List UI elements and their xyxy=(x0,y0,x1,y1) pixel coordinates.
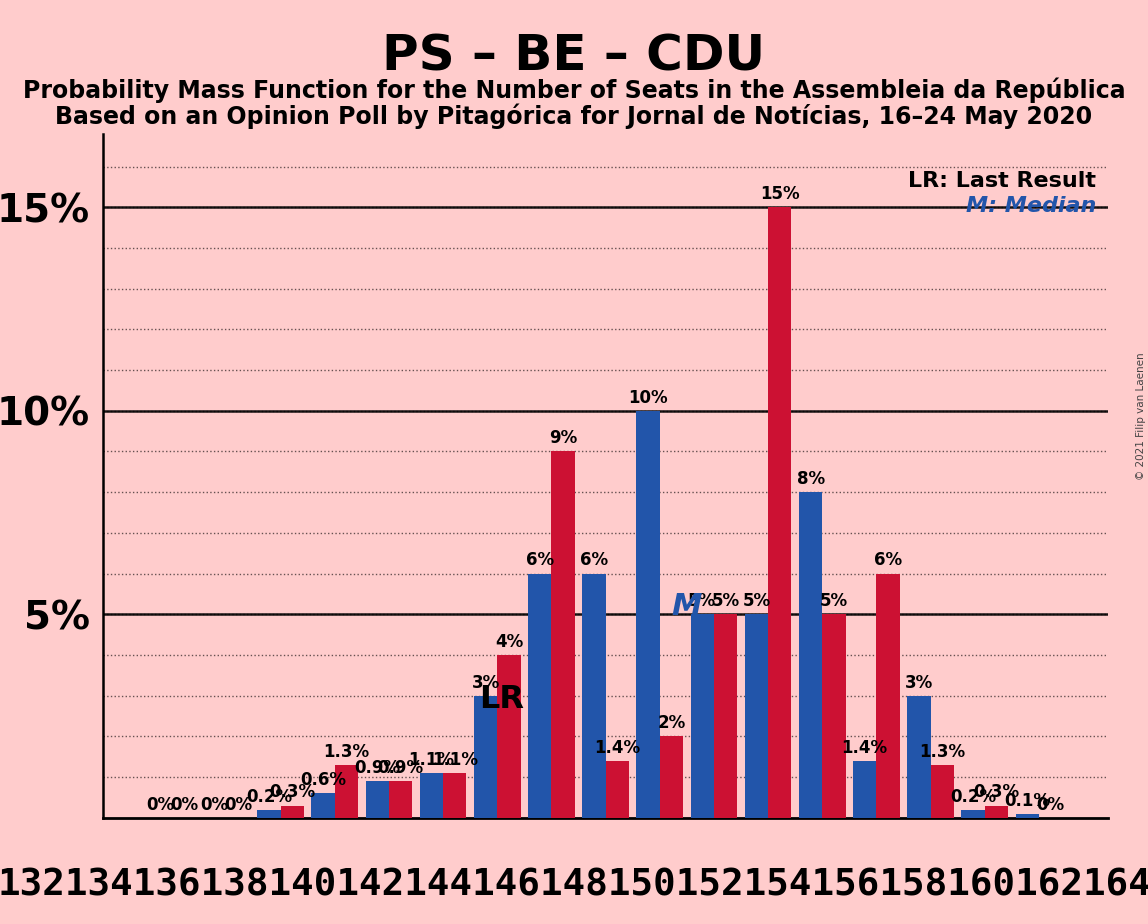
Text: 0%: 0% xyxy=(170,796,197,814)
Bar xyxy=(551,452,575,818)
Text: 15%: 15% xyxy=(760,185,799,203)
Bar xyxy=(280,806,304,818)
Text: 0.9%: 0.9% xyxy=(355,759,401,777)
Text: 3%: 3% xyxy=(905,674,933,691)
Text: 2%: 2% xyxy=(658,714,685,732)
Text: Based on an Opinion Poll by Pitagórica for Jornal de Notícias, 16–24 May 2020: Based on an Opinion Poll by Pitagórica f… xyxy=(55,103,1093,129)
Bar xyxy=(822,614,846,818)
Bar xyxy=(365,781,389,818)
Text: M: M xyxy=(672,591,701,621)
Text: 0%: 0% xyxy=(201,796,228,814)
Text: 1.3%: 1.3% xyxy=(920,743,965,760)
Bar xyxy=(660,736,683,818)
Bar xyxy=(931,765,954,818)
Bar xyxy=(853,760,876,818)
Text: 0.3%: 0.3% xyxy=(269,784,316,801)
Text: 1.3%: 1.3% xyxy=(324,743,370,760)
Text: 1.1%: 1.1% xyxy=(409,751,455,769)
Text: 8%: 8% xyxy=(797,470,824,488)
Text: 9%: 9% xyxy=(549,430,577,447)
Text: 3%: 3% xyxy=(472,674,499,691)
Bar xyxy=(497,655,520,818)
Text: 1.4%: 1.4% xyxy=(595,738,641,757)
Text: 6%: 6% xyxy=(874,552,902,569)
Bar xyxy=(745,614,768,818)
Bar xyxy=(528,574,551,818)
Text: 1.1%: 1.1% xyxy=(432,751,478,769)
Text: 5%: 5% xyxy=(743,592,770,610)
Text: 5%: 5% xyxy=(712,592,739,610)
Text: 5%: 5% xyxy=(820,592,848,610)
Text: 10%: 10% xyxy=(628,389,668,407)
Text: Probability Mass Function for the Number of Seats in the Assembleia da República: Probability Mass Function for the Number… xyxy=(23,78,1125,103)
Bar xyxy=(389,781,412,818)
Bar xyxy=(714,614,737,818)
Bar xyxy=(420,773,443,818)
Text: © 2021 Filip van Laenen: © 2021 Filip van Laenen xyxy=(1135,352,1146,480)
Text: 0%: 0% xyxy=(1037,796,1064,814)
Text: M: Median: M: Median xyxy=(965,196,1096,216)
Bar xyxy=(691,614,714,818)
Text: 0%: 0% xyxy=(224,796,253,814)
Bar xyxy=(443,773,466,818)
Bar xyxy=(961,809,985,818)
Text: PS – BE – CDU: PS – BE – CDU xyxy=(382,32,766,80)
Text: 1.4%: 1.4% xyxy=(841,738,887,757)
Text: 0.1%: 0.1% xyxy=(1004,792,1050,809)
Bar xyxy=(311,794,335,818)
Bar xyxy=(257,809,280,818)
Bar xyxy=(474,696,497,818)
Bar xyxy=(985,806,1008,818)
Text: 0.9%: 0.9% xyxy=(378,759,424,777)
Bar xyxy=(1016,814,1039,818)
Text: LR: Last Result: LR: Last Result xyxy=(908,171,1096,191)
Text: 6%: 6% xyxy=(526,552,553,569)
Text: 0.2%: 0.2% xyxy=(951,787,996,806)
Bar xyxy=(335,765,358,818)
Text: 0.3%: 0.3% xyxy=(974,784,1019,801)
Text: 0%: 0% xyxy=(147,796,174,814)
Bar xyxy=(582,574,606,818)
Bar xyxy=(799,492,822,818)
Bar xyxy=(606,760,629,818)
Text: 6%: 6% xyxy=(580,552,608,569)
Text: 0.2%: 0.2% xyxy=(246,787,292,806)
Bar xyxy=(636,411,660,818)
Text: 5%: 5% xyxy=(688,592,716,610)
Text: LR: LR xyxy=(480,684,525,715)
Bar xyxy=(907,696,931,818)
Text: 0.6%: 0.6% xyxy=(300,772,346,789)
Text: 132134136138140142144146148150152154156158160162164: 1321341361381401421441461481501521541561… xyxy=(0,868,1148,904)
Bar xyxy=(768,207,791,818)
Text: 4%: 4% xyxy=(495,633,523,650)
Bar xyxy=(876,574,900,818)
